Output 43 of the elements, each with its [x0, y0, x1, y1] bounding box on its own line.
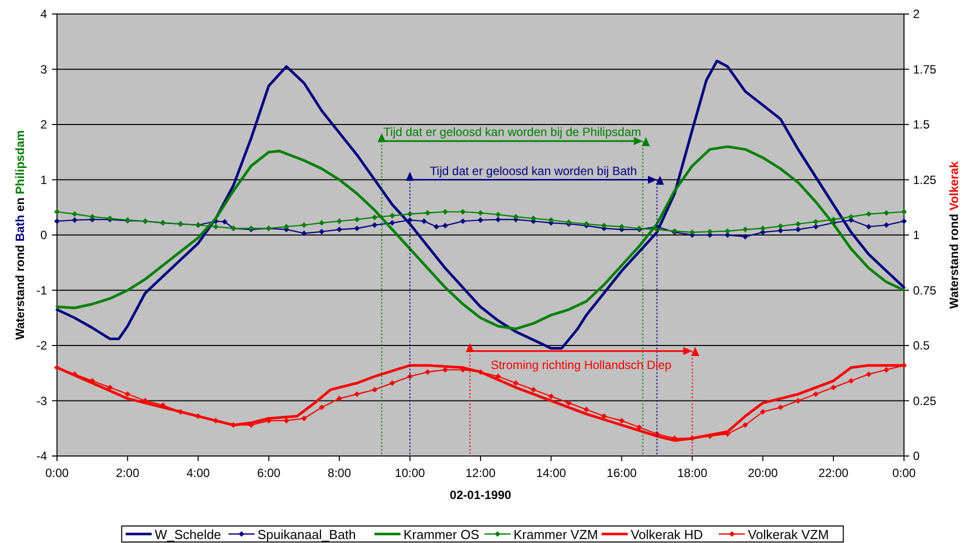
x-tick-label: 8:00: [328, 466, 352, 480]
y2-tick-label: 1.5: [913, 118, 930, 132]
x-tick-label: 14:00: [536, 466, 566, 480]
x-axis-title: 02-01-1990: [450, 488, 512, 502]
x-tick-label: 2:00: [116, 466, 140, 480]
y-tick-label: 0: [40, 228, 48, 242]
legend-label: Spuikanaal_Bath: [258, 527, 356, 542]
y2-tick-label: 0: [913, 449, 920, 463]
annotation: Tijd dat er geloosd kan worden bij Bath: [430, 164, 637, 178]
y-tick-label: -1: [36, 283, 48, 298]
y-tick-label: 1: [40, 172, 48, 187]
x-tick-label: 20:00: [748, 466, 778, 480]
x-tick-label: 4:00: [186, 466, 210, 480]
x-tick-label: 6:00: [257, 466, 281, 480]
x-tick-label: 22:00: [818, 466, 849, 480]
y2-tick-label: 2: [913, 7, 920, 21]
y-tick-label: -4: [36, 449, 48, 463]
legend-label: Volkerak VZM: [748, 527, 829, 542]
legend-label: Krammer OS: [404, 527, 480, 542]
y-tick-label: 3: [40, 62, 48, 76]
y2-axis-title: Waterstand rond Volkerak: [947, 160, 961, 309]
x-tick-label: 0:00: [892, 466, 916, 480]
y-tick-label: -2: [36, 338, 48, 352]
legend-label: Krammer VZM: [514, 527, 598, 542]
x-tick-label: 10:00: [394, 466, 426, 480]
y2-tick-label: 0.25: [913, 394, 937, 408]
legend-label: Volkerak HD: [630, 527, 703, 542]
x-tick-label: 16:00: [606, 466, 638, 480]
legend-label: W_Schelde: [154, 527, 222, 542]
y2-tick-label: 0.5: [913, 338, 930, 352]
annotation: Tijd dat er geloosd kan worden bij de Philipsdam: [383, 125, 642, 140]
x-tick-label: 12:00: [465, 466, 496, 480]
x-tick-label: 0:00: [45, 466, 69, 480]
annotation: Stroming richting Hollandsch Diep: [490, 358, 672, 372]
y2-tick-label: 1: [913, 228, 920, 242]
y-tick-label: 2: [40, 118, 48, 132]
y-tick-label: -3: [36, 394, 48, 408]
y-tick-label: 4: [40, 7, 48, 21]
y2-tick-label: 0.75: [913, 283, 937, 298]
x-tick-label: 18:00: [677, 466, 708, 480]
y2-tick-label: 1.75: [913, 62, 937, 76]
y2-tick-label: 1.25: [913, 172, 937, 187]
y-axis-title: Waterstand rond Bath en Philipsdam: [13, 130, 27, 340]
